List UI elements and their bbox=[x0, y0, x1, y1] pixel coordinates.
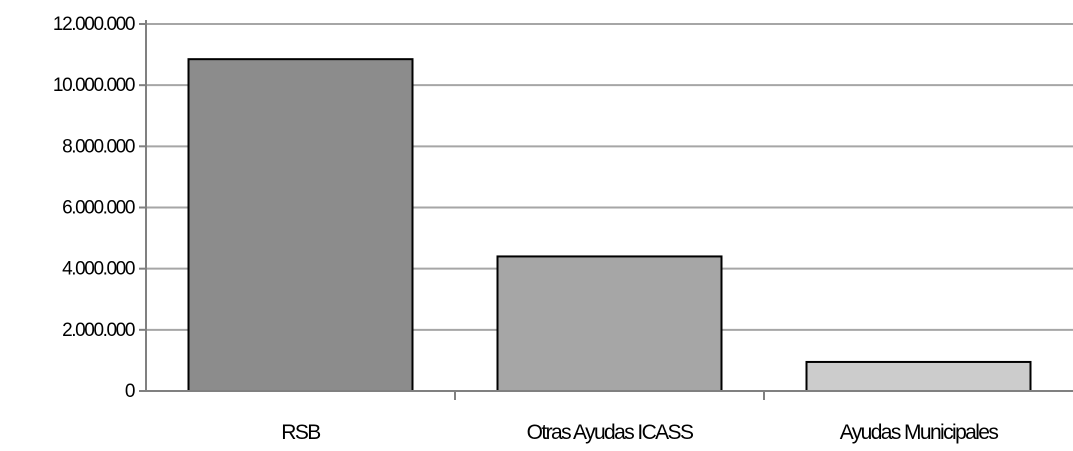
bar-otras-ayudas-icass bbox=[496, 255, 723, 392]
y-tick-label: 8.000.000 bbox=[62, 136, 135, 157]
y-tick-label: 2.000.000 bbox=[62, 320, 135, 341]
x-category-label: RSB bbox=[281, 421, 320, 444]
y-tick-label: 0 bbox=[125, 381, 135, 402]
x-category-label: Ayudas Municipales bbox=[840, 421, 999, 444]
labels: 0 2.000.000 4.000.000 6.000.000 8.000.000 10.… bbox=[53, 14, 1000, 444]
y-tick-label: 4.000.000 bbox=[62, 259, 135, 280]
y-tick-label: 10.000.000 bbox=[53, 75, 135, 96]
bars bbox=[187, 58, 1032, 392]
bar-ayudas-municipales bbox=[805, 360, 1032, 392]
bar-rsb bbox=[187, 58, 414, 392]
y-tick-label: 12.000.000 bbox=[53, 14, 135, 35]
x-category-label: Otras Ayudas ICASS bbox=[527, 421, 694, 444]
y-tick-label: 6.000.000 bbox=[62, 198, 135, 219]
axes bbox=[139, 20, 1073, 400]
